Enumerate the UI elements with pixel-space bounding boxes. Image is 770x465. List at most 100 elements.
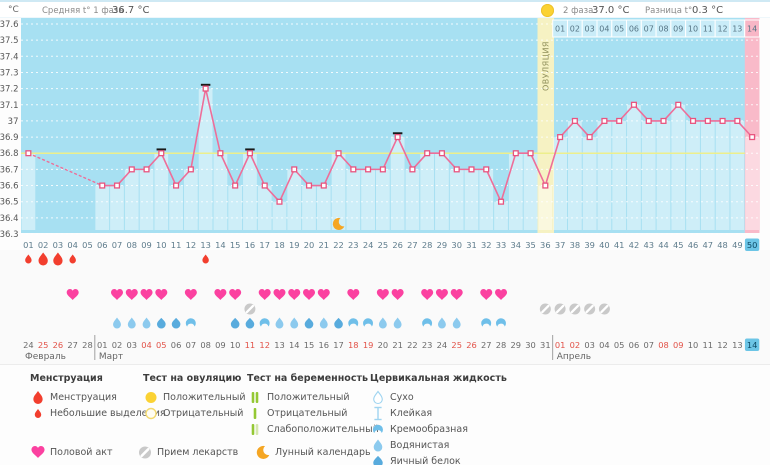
cycle-day-label[interactable]: 27 — [407, 240, 418, 250]
day-column[interactable] — [375, 169, 390, 230]
day-column[interactable] — [21, 153, 36, 230]
medication-pill-icon[interactable] — [584, 303, 596, 315]
cycle-day-label[interactable]: 01 — [23, 240, 34, 250]
temp-point[interactable] — [453, 166, 460, 173]
date-label[interactable]: 14 — [747, 340, 758, 350]
temp-point[interactable] — [99, 182, 106, 189]
cervical-fluid-watery-icon[interactable] — [393, 317, 402, 329]
date-label[interactable]: 27 — [67, 340, 78, 350]
intercourse-heart-icon[interactable] — [229, 289, 242, 300]
cycle-day-label[interactable]: 07 — [112, 240, 123, 250]
temp-point[interactable] — [143, 166, 150, 173]
cervical-fluid-watery-icon[interactable] — [142, 317, 151, 329]
date-label[interactable]: 03 — [584, 340, 595, 350]
cervical-fluid-watery-icon[interactable] — [438, 317, 446, 329]
temp-point[interactable] — [232, 182, 239, 189]
day-column[interactable] — [272, 201, 287, 230]
date-label[interactable]: 31 — [540, 340, 551, 350]
cycle-day-label[interactable]: 28 — [422, 240, 433, 250]
menstruation-drop-icon[interactable] — [53, 252, 63, 266]
menstruation-drop-icon[interactable] — [69, 254, 76, 264]
intercourse-heart-icon[interactable] — [421, 289, 434, 300]
date-label[interactable]: 10 — [230, 340, 241, 350]
cycle-day-label[interactable]: 30 — [451, 240, 462, 250]
date-label[interactable]: 12 — [717, 340, 728, 350]
intercourse-heart-icon[interactable] — [303, 289, 316, 300]
intercourse-heart-icon[interactable] — [258, 289, 271, 300]
day-column[interactable] — [331, 153, 346, 230]
temp-point[interactable] — [320, 182, 327, 189]
cycle-day-label[interactable]: 06 — [97, 240, 108, 250]
day-column[interactable] — [612, 120, 627, 230]
cervical-fluid-creamy-icon[interactable] — [480, 317, 493, 330]
cycle-day-label[interactable]: 40 — [599, 240, 610, 250]
date-label[interactable]: 09 — [673, 340, 684, 350]
date-label[interactable]: 08 — [658, 340, 669, 350]
day-column[interactable] — [494, 201, 508, 230]
date-label[interactable]: 05 — [614, 340, 625, 350]
cycle-day-label[interactable]: 17 — [259, 240, 270, 250]
cycle-day-label[interactable]: 08 — [126, 240, 137, 250]
cycle-day-label[interactable]: 50 — [747, 240, 758, 250]
cervical-fluid-creamy-icon[interactable] — [347, 317, 360, 330]
date-label[interactable]: 30 — [525, 340, 536, 350]
day-column[interactable] — [257, 185, 272, 230]
temp-point[interactable] — [291, 166, 298, 173]
day-column[interactable] — [213, 153, 228, 230]
date-label[interactable]: 24 — [437, 340, 448, 350]
cycle-day-label[interactable]: 22 — [333, 240, 344, 250]
date-label[interactable]: 11 — [245, 340, 256, 350]
cycle-day-label[interactable]: 41 — [614, 240, 625, 250]
cycle-day-label[interactable]: 09 — [141, 240, 152, 250]
day-column[interactable] — [183, 169, 198, 230]
intercourse-heart-icon[interactable] — [288, 289, 301, 300]
temp-point[interactable] — [586, 134, 593, 141]
temp-point[interactable] — [350, 166, 357, 173]
temp-point[interactable] — [704, 117, 711, 124]
cycle-day-label[interactable]: 38 — [570, 240, 581, 250]
temp-point[interactable] — [113, 182, 121, 189]
cycle-day-label[interactable]: 29 — [437, 240, 448, 250]
temp-point[interactable] — [689, 117, 697, 124]
date-label[interactable]: 25 — [451, 340, 462, 350]
day-column[interactable] — [243, 153, 257, 230]
date-label[interactable]: 07 — [186, 340, 197, 350]
cervical-fluid-watery-icon[interactable] — [290, 317, 299, 329]
date-label[interactable]: 14 — [289, 340, 300, 350]
temp-point[interactable] — [424, 150, 431, 157]
date-label[interactable]: 03 — [126, 340, 137, 350]
day-column[interactable] — [316, 185, 331, 230]
medication-pill-icon[interactable] — [539, 303, 551, 315]
cervical-fluid-eggwhite-icon[interactable] — [245, 317, 255, 329]
cervical-fluid-watery-icon[interactable] — [378, 317, 387, 329]
date-label[interactable]: 06 — [171, 340, 182, 350]
day-column[interactable] — [95, 185, 110, 230]
cycle-day-label[interactable]: 33 — [496, 240, 507, 250]
day-column[interactable] — [390, 137, 405, 230]
temp-point[interactable] — [630, 101, 638, 108]
date-label[interactable]: 11 — [703, 340, 714, 350]
cervical-fluid-eggwhite-icon[interactable] — [171, 317, 181, 329]
day-column[interactable] — [656, 120, 671, 230]
cycle-day-label[interactable]: 19 — [289, 240, 300, 250]
cycle-day-label[interactable]: 37 — [555, 240, 566, 250]
intercourse-heart-icon[interactable] — [214, 289, 227, 300]
temp-point[interactable] — [557, 134, 564, 141]
date-label[interactable]: 17 — [333, 340, 344, 350]
temp-point[interactable] — [394, 134, 401, 141]
cycle-day-label[interactable]: 02 — [38, 240, 49, 250]
date-label[interactable]: 04 — [599, 340, 610, 350]
cycle-day-label[interactable]: 12 — [186, 240, 197, 250]
date-label[interactable]: 12 — [259, 340, 270, 350]
cervical-fluid-watery-icon[interactable] — [452, 317, 461, 329]
cycle-day-label[interactable]: 39 — [584, 240, 595, 250]
intercourse-heart-icon[interactable] — [480, 289, 493, 300]
temp-point[interactable] — [25, 150, 32, 157]
temp-point[interactable] — [601, 117, 608, 124]
temp-point[interactable] — [675, 101, 682, 108]
medication-pill-icon[interactable] — [569, 303, 581, 315]
menstruation-drop-icon[interactable] — [202, 254, 209, 264]
day-column[interactable] — [627, 104, 641, 230]
intercourse-heart-icon[interactable] — [125, 289, 138, 300]
cycle-day-label[interactable]: 21 — [319, 240, 330, 250]
